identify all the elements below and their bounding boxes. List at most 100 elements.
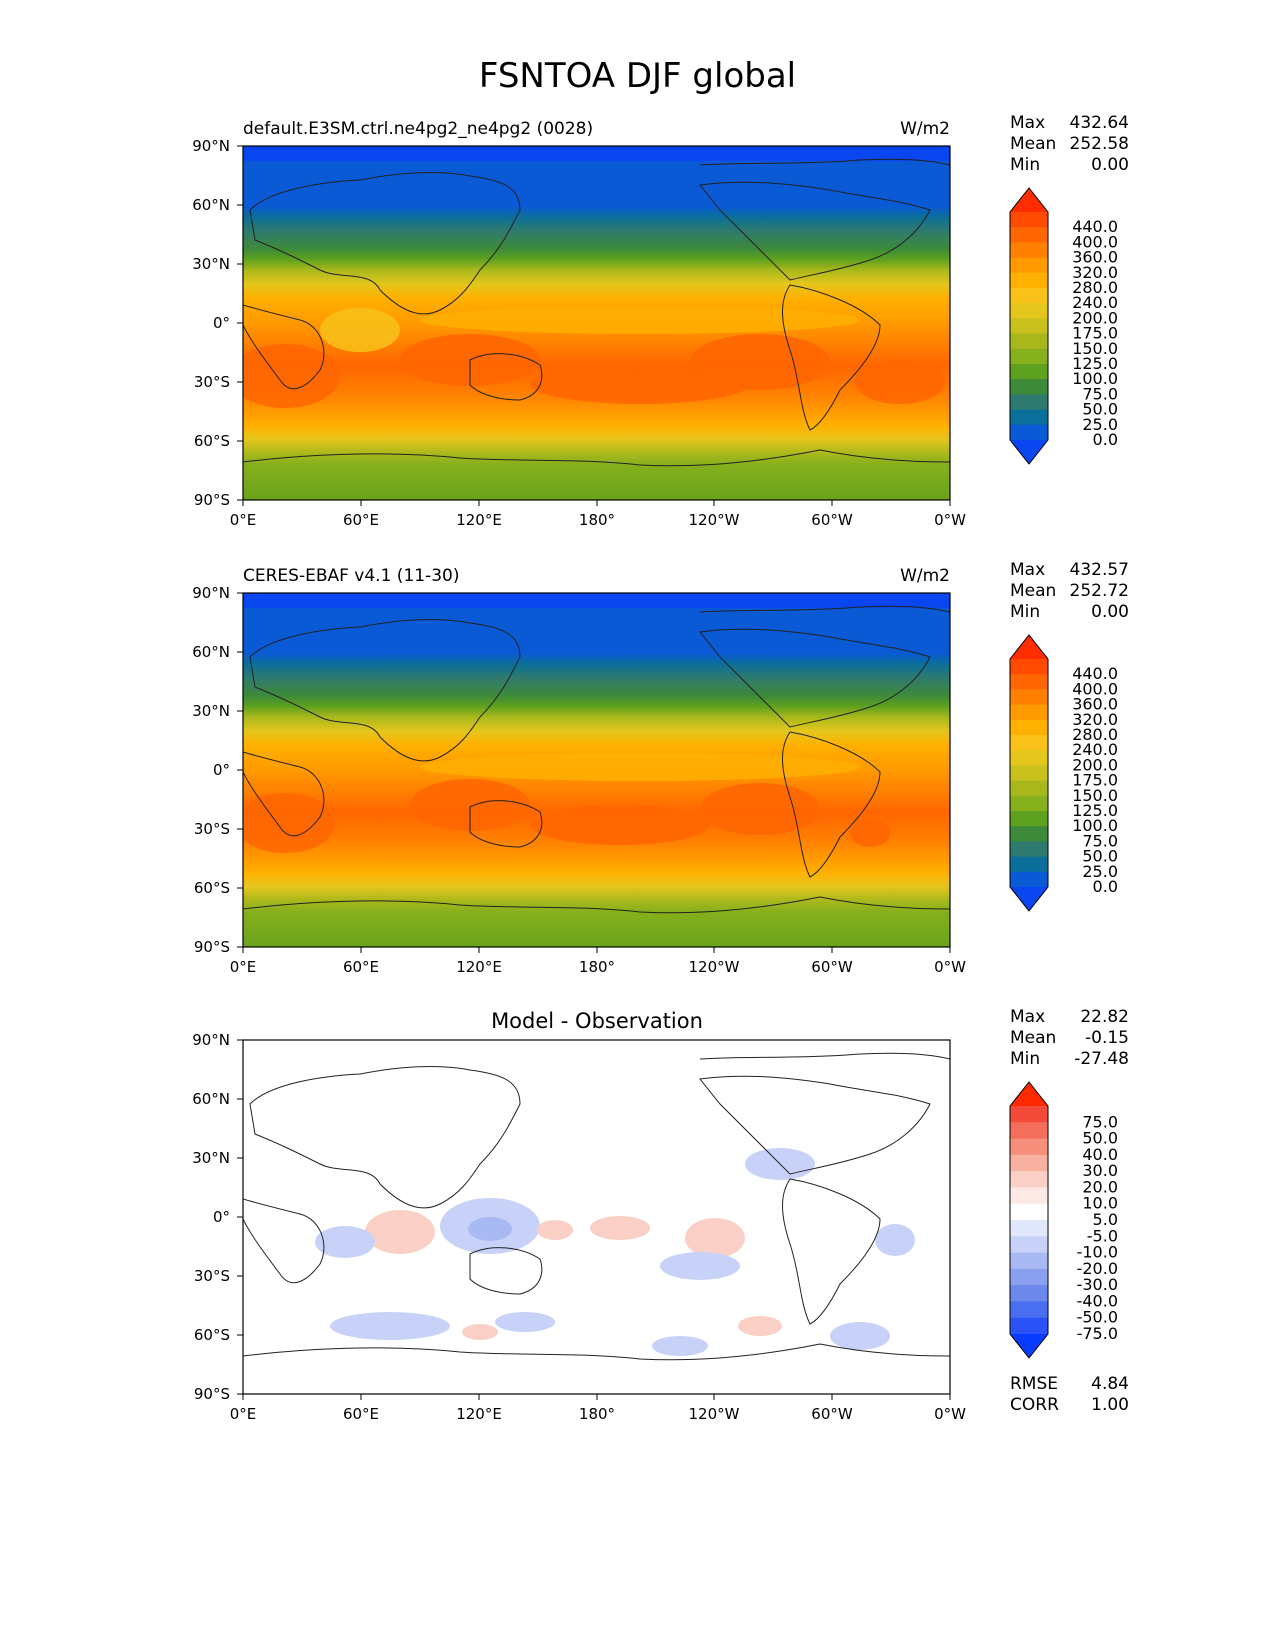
lon-label: 60°W	[811, 511, 853, 529]
colorbar-tick-label: 75.0	[1082, 1112, 1118, 1131]
colorbar: 440.0400.0360.0320.0280.0240.0200.0175.0…	[1009, 634, 1118, 912]
coastlines	[243, 1052, 950, 1361]
colorbar-tick-label: 440.0	[1072, 664, 1118, 683]
colorbar-tick-label: 150.0	[1072, 339, 1118, 358]
colorbar-tick-label: 50.0	[1082, 847, 1118, 866]
lon-label: 60°E	[343, 511, 379, 529]
lat-label: 90°N	[192, 137, 230, 155]
colorbar-tick-label: 0.0	[1093, 430, 1118, 449]
lon-label: 120°E	[456, 958, 502, 976]
colorbar-tick-label: 100.0	[1072, 816, 1118, 835]
panel-model: default.E3SM.ctrl.ne4pg2_ne4pg2 (0028) W…	[192, 113, 1129, 529]
colorbar-segment	[1010, 841, 1048, 858]
lon-label: 120°E	[456, 511, 502, 529]
stat-value: 0.00	[1091, 155, 1129, 175]
colorbar-extend-min	[1010, 1334, 1048, 1358]
colorbar-tick-label: 125.0	[1072, 354, 1118, 373]
colorbar-tick-label: 75.0	[1082, 384, 1118, 403]
figure-title: FSNTOA DJF global	[478, 56, 797, 96]
lat-label: 90°S	[194, 938, 230, 956]
coastlines	[243, 158, 950, 467]
colorbar-tick-label: 200.0	[1072, 755, 1118, 774]
colorbar-segment	[1010, 394, 1048, 411]
stat-value: 252.58	[1070, 134, 1129, 154]
colorbar-segment	[1010, 1301, 1048, 1319]
colorbar-extend-min	[1010, 440, 1048, 464]
lon-label: 120°W	[689, 511, 740, 529]
colorbar-tick-label: 40.0	[1082, 1145, 1118, 1164]
colorbar-tick-label: -5.0	[1087, 1226, 1118, 1245]
colorbar-tick-label: -40.0	[1077, 1291, 1118, 1310]
colorbar: 75.050.040.030.020.010.05.0-5.0-10.0-20.…	[1009, 1081, 1118, 1359]
stat-label: Mean	[1010, 134, 1056, 154]
colorbar-tick-label: -10.0	[1077, 1243, 1118, 1262]
colorbar-tick-label: 240.0	[1072, 740, 1118, 759]
colorbar-tick-label: 0.0	[1093, 877, 1118, 896]
colorbar-segment	[1010, 409, 1048, 426]
lon-label: 180°	[579, 958, 615, 976]
colorbar-tick-label: -50.0	[1077, 1308, 1118, 1327]
lat-label: 60°S	[194, 432, 230, 450]
colorbar-segment	[1010, 1187, 1048, 1205]
colorbar-tick-label: 440.0	[1072, 217, 1118, 236]
lon-label: 180°	[579, 511, 615, 529]
colorbar-segment	[1010, 1252, 1048, 1270]
corr-value: 1.00	[1091, 1395, 1129, 1415]
colorbar-segment	[1010, 318, 1048, 335]
colorbar-tick-label: 20.0	[1082, 1177, 1118, 1196]
lat-label: 60°N	[192, 196, 230, 214]
colorbar-segment	[1010, 1106, 1048, 1123]
colorbar-tick-label: 200.0	[1072, 308, 1118, 327]
colorbar-tick-label: 175.0	[1072, 324, 1118, 343]
colorbar-segment	[1010, 1171, 1048, 1188]
colorbar-segment	[1010, 1203, 1048, 1221]
colorbar-segment	[1010, 288, 1048, 304]
lon-label: 0°W	[934, 511, 966, 529]
stat-value: 0.00	[1091, 602, 1129, 622]
colorbar-segment	[1010, 212, 1048, 228]
colorbar-extend-min	[1010, 887, 1048, 911]
coastlines	[243, 605, 950, 914]
lat-label: 30°N	[192, 1149, 230, 1167]
colorbar-segment	[1010, 735, 1048, 751]
stat-label: Min	[1010, 155, 1040, 175]
colorbar-segment	[1010, 333, 1048, 350]
colorbar-segment	[1010, 689, 1048, 706]
lon-label: 120°W	[689, 958, 740, 976]
colorbar-tick-label: 10.0	[1082, 1194, 1118, 1213]
colorbar-tick-label: 30.0	[1082, 1161, 1118, 1180]
stat-value: 432.64	[1070, 113, 1129, 133]
lon-label: 0°E	[230, 511, 257, 529]
colorbar-tick-label: 400.0	[1072, 232, 1118, 251]
colorbar-tick-label: 320.0	[1072, 710, 1118, 729]
colorbar-segment	[1010, 856, 1048, 873]
colorbar-segment	[1010, 704, 1048, 721]
colorbar-segment	[1010, 1138, 1048, 1156]
lon-label: 60°E	[343, 958, 379, 976]
colorbar-tick-label: 175.0	[1072, 771, 1118, 790]
panel-title-center: Model - Observation	[491, 1009, 703, 1033]
colorbar-tick-label: 25.0	[1082, 415, 1118, 434]
colorbar-tick-label: 125.0	[1072, 801, 1118, 820]
colorbar-tick-label: 320.0	[1072, 263, 1118, 282]
stat-label: Min	[1010, 1049, 1040, 1069]
colorbar-segment	[1010, 1317, 1048, 1335]
colorbar-tick-label: 50.0	[1082, 1129, 1118, 1148]
colorbar-segment	[1010, 364, 1048, 380]
colorbar-tick-label: -75.0	[1077, 1324, 1118, 1343]
colorbar-tick-label: 150.0	[1072, 786, 1118, 805]
colorbar-segment	[1010, 795, 1048, 812]
colorbar-tick-label: -20.0	[1077, 1259, 1118, 1278]
colorbar-extend-max	[1010, 1082, 1048, 1106]
colorbar-segment	[1010, 719, 1048, 736]
colorbar-tick-label: 100.0	[1072, 369, 1118, 388]
rmse-value: 4.84	[1091, 1374, 1129, 1394]
colorbar-segment	[1010, 272, 1048, 289]
panel-units: W/m2	[900, 566, 950, 586]
colorbar-segment	[1010, 811, 1048, 827]
colorbar-segment	[1010, 1154, 1048, 1172]
panel-title-left: CERES-EBAF v4.1 (11-30)	[243, 566, 459, 586]
colorbar-tick-label: 240.0	[1072, 293, 1118, 312]
lat-label: 90°N	[192, 584, 230, 602]
panel-title-left: default.E3SM.ctrl.ne4pg2_ne4pg2 (0028)	[243, 119, 593, 139]
